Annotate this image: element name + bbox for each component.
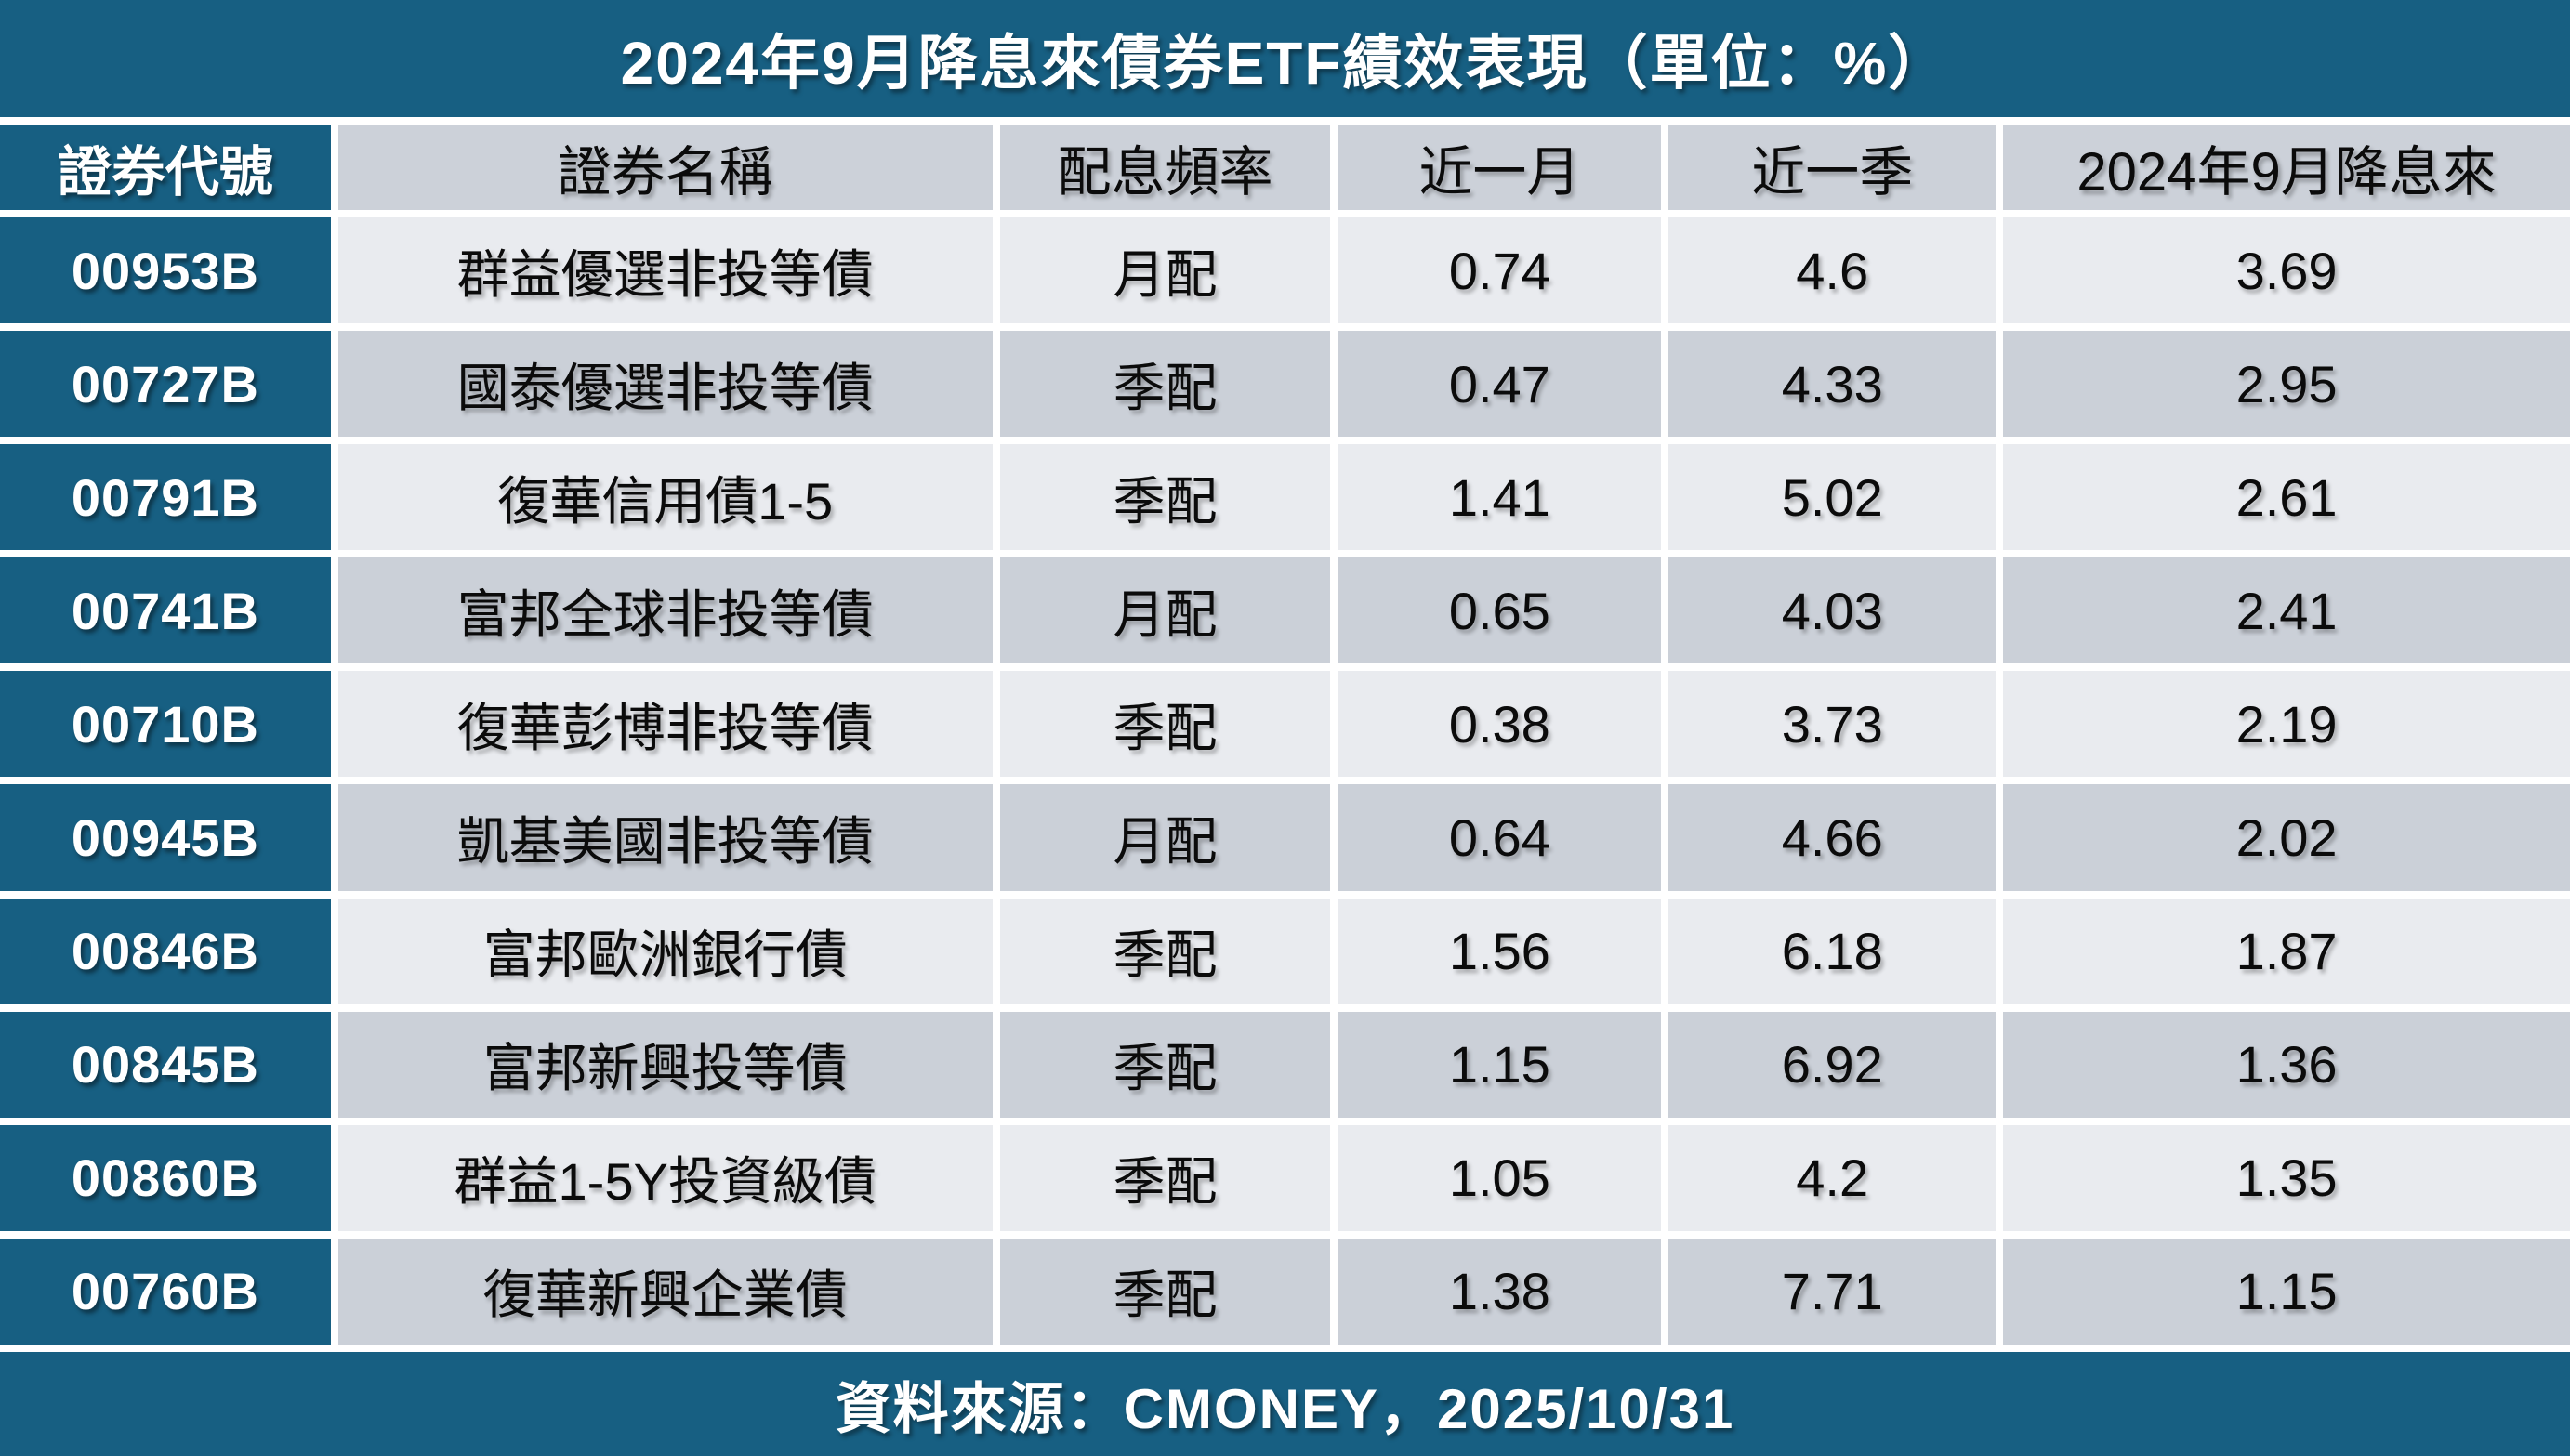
table-row-9-cell-2: 季配 (999, 1238, 1331, 1345)
table-row-2-cell-5: 2.61 (2003, 444, 2570, 551)
table-row-0-code: 00953B (0, 217, 331, 324)
table-row-2-cell-2: 季配 (999, 444, 1331, 551)
table-row-8-cell-1: 群益1-5Y投資級債 (337, 1124, 993, 1231)
table-row-3-cell-5: 2.41 (2003, 557, 2570, 664)
table-row-0-cell-4: 4.6 (1668, 217, 1997, 324)
table-row-6-cell-2: 季配 (999, 898, 1331, 1004)
table-row-2-cell-3: 1.41 (1338, 444, 1662, 551)
table-row-3-code: 00741B (0, 557, 331, 664)
table-row-4-cell-4: 3.73 (1668, 671, 1997, 778)
header-cell-4: 近一季 (1668, 125, 1997, 210)
table-row-5-cell-2: 月配 (999, 784, 1331, 891)
table-row-9-cell-1: 復華新興企業債 (337, 1238, 993, 1345)
table-row-7-cell-4: 6.92 (1668, 1011, 1997, 1118)
table-row-1-cell-5: 2.95 (2003, 331, 2570, 438)
table-row-2-code: 00791B (0, 444, 331, 551)
table-row-4-cell-3: 0.38 (1338, 671, 1662, 778)
etf-table: 證券代號 證券名稱 配息頻率 近一月 近一季 2024年9月降息來 00953B 群益優選非投… (0, 125, 2570, 1345)
table-row-0-cell-5: 3.69 (2003, 217, 2570, 324)
table-row-9-cell-4: 7.71 (1668, 1238, 1997, 1345)
header-cell-1: 證券名稱 (337, 125, 993, 210)
table-row-4-cell-2: 季配 (999, 671, 1331, 778)
table-row-6-cell-1: 富邦歐洲銀行債 (337, 898, 993, 1004)
table-row-5-code: 00945B (0, 784, 331, 891)
table-row-8-cell-2: 季配 (999, 1124, 1331, 1231)
table-row-2-cell-1: 復華信用債1-5 (337, 444, 993, 551)
header-cell-2: 配息頻率 (999, 125, 1331, 210)
table-row-3-cell-2: 月配 (999, 557, 1331, 664)
table-row-5-cell-3: 0.64 (1338, 784, 1662, 891)
table-row-5-cell-1: 凱基美國非投等債 (337, 784, 993, 891)
table-row-1-cell-2: 季配 (999, 331, 1331, 438)
table-row-5-cell-5: 2.02 (2003, 784, 2570, 891)
table-title: 2024年9月降息來債券ETF績效表現（單位：%） (0, 0, 2570, 117)
table-row-6-code: 00846B (0, 898, 331, 1004)
table-row-7-cell-3: 1.15 (1338, 1011, 1662, 1118)
table-row-7-cell-1: 富邦新興投等債 (337, 1011, 993, 1118)
table-row-3-cell-1: 富邦全球非投等債 (337, 557, 993, 664)
table-row-1-cell-1: 國泰優選非投等債 (337, 331, 993, 438)
table-row-3-cell-4: 4.03 (1668, 557, 1997, 664)
table-row-0-cell-3: 0.74 (1338, 217, 1662, 324)
table-row-7-cell-5: 1.36 (2003, 1011, 2570, 1118)
header-cell-3: 近一月 (1338, 125, 1662, 210)
table-row-7-cell-2: 季配 (999, 1011, 1331, 1118)
table-row-8-cell-5: 1.35 (2003, 1124, 2570, 1231)
table-row-6-cell-5: 1.87 (2003, 898, 2570, 1004)
table-row-5-cell-4: 4.66 (1668, 784, 1997, 891)
table-row-8-code: 00860B (0, 1124, 331, 1231)
table-row-1-code: 00727B (0, 331, 331, 438)
table-row-0-cell-2: 月配 (999, 217, 1331, 324)
table-row-3-cell-3: 0.65 (1338, 557, 1662, 664)
table-row-9-cell-3: 1.38 (1338, 1238, 1662, 1345)
source-caption: 資料來源：CMONEY，2025/10/31 (0, 1352, 2570, 1456)
table-row-1-cell-3: 0.47 (1338, 331, 1662, 438)
table-row-9-cell-5: 1.15 (2003, 1238, 2570, 1345)
table-row-0-cell-1: 群益優選非投等債 (337, 217, 993, 324)
table-row-6-cell-4: 6.18 (1668, 898, 1997, 1004)
table-row-9-code: 00760B (0, 1238, 331, 1345)
table-row-4-code: 00710B (0, 671, 331, 778)
table-row-1-cell-4: 4.33 (1668, 331, 1997, 438)
table-row-6-cell-3: 1.56 (1338, 898, 1662, 1004)
table-row-8-cell-4: 4.2 (1668, 1124, 1997, 1231)
table-row-7-code: 00845B (0, 1011, 331, 1118)
header-cell-0: 證券代號 (0, 125, 331, 210)
header-cell-5: 2024年9月降息來 (2003, 125, 2570, 210)
table-row-8-cell-3: 1.05 (1338, 1124, 1662, 1231)
table-row-2-cell-4: 5.02 (1668, 444, 1997, 551)
table-row-4-cell-1: 復華彭博非投等債 (337, 671, 993, 778)
table-row-4-cell-5: 2.19 (2003, 671, 2570, 778)
